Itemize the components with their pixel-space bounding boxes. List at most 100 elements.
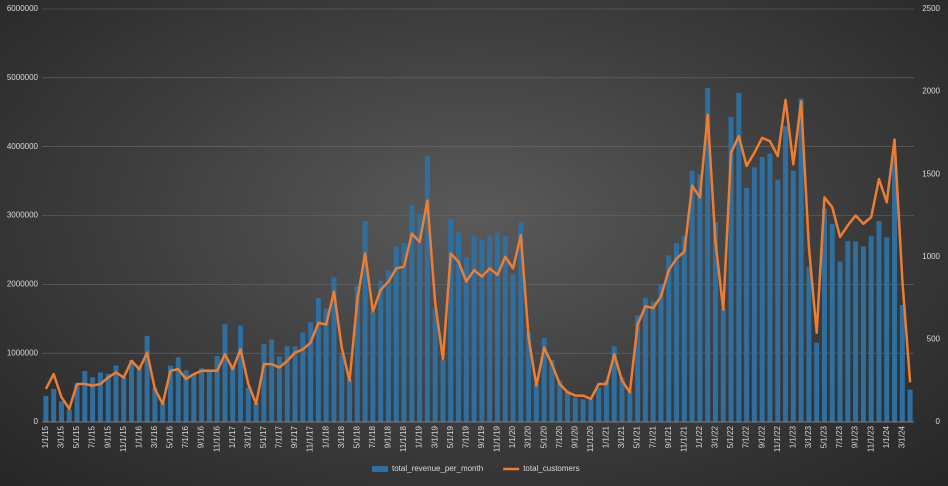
x-tick-label: 11/1/19 [493,425,502,452]
x-tick-label: 7/1/23 [835,425,844,448]
bar [160,402,166,422]
x-tick-label: 7/1/18 [368,425,377,448]
bar [635,315,641,422]
x-tick-label: 9/1/22 [757,425,766,448]
bar [689,170,695,422]
bar [502,236,508,422]
x-tick-label: 3/1/22 [711,425,720,448]
x-tick-label: 7/1/16 [181,425,190,448]
bar [627,391,633,422]
bar [424,155,430,423]
bar [191,373,197,422]
bar [666,255,672,422]
bar [66,409,72,422]
bar [720,308,726,422]
bar [144,335,150,422]
bar [51,388,57,422]
x-tick-label: 7/1/21 [648,425,657,448]
bar [385,270,391,422]
bar [658,284,664,422]
bar [440,360,446,422]
y-tick-label: 3000000 [7,211,39,220]
x-tick-label: 3/1/18 [337,425,346,448]
line [44,98,912,411]
bar [907,389,913,422]
x-tick-label: 1/1/20 [508,425,517,448]
bar [222,324,228,422]
bar [74,383,80,422]
bar [837,261,843,422]
x-tick-label: 11/1/22 [773,425,782,452]
bar [821,208,827,422]
bar [323,308,329,422]
x-tick-label: 1/1/15 [41,425,50,448]
y-tick-label: 5000000 [7,73,39,82]
y2-tick-label: 500 [927,335,941,344]
x-tick-label: 5/1/18 [352,425,361,448]
bar [175,357,181,422]
x-tick-label: 1/1/23 [788,425,797,448]
x-tick-label: 5/1/15 [72,425,81,448]
y-tick-label: 4000000 [7,142,39,151]
bar [712,222,718,422]
bar [393,246,399,422]
y-tick-label: 0 [34,417,39,426]
x-tick-label: 7/1/20 [555,425,564,448]
bar [152,387,158,422]
bar [362,221,368,422]
bar [409,205,415,422]
bar [541,338,547,422]
bar [603,380,609,422]
x-tick-label: 5/1/23 [820,425,829,448]
bar [705,88,711,423]
bar [759,156,765,422]
bar [596,387,602,422]
bar [354,285,360,422]
x-tick-label: 11/1/17 [306,425,315,452]
y2-tick-label: 2500 [922,4,940,13]
x-tick-label: 9/1/15 [103,425,112,448]
bar [214,355,220,422]
bar [549,360,555,422]
bar [557,380,563,422]
bar [853,241,859,422]
x-tick-label: 1/1/17 [228,425,237,448]
bar [845,240,851,422]
x-tick-label: 1/1/18 [321,425,330,448]
x-tick-label: 9/1/20 [570,425,579,448]
bar [736,92,742,422]
bar [860,246,866,422]
bar [238,325,244,422]
bar [588,399,594,422]
y2-tick-label: 1500 [922,169,940,178]
bar [253,402,259,422]
bar [308,322,314,422]
x-tick-label: 5/1/22 [726,425,735,448]
bar [487,236,493,422]
bar [790,170,796,422]
bar [230,366,236,422]
bar [167,365,173,422]
x-tick-label: 11/1/23 [866,425,875,452]
bar [899,304,905,422]
bar [113,365,119,422]
x-tick-label: 7/1/19 [461,425,470,448]
bar [674,243,680,422]
x-tick-label: 11/1/15 [119,425,128,452]
x-tick-label: 1/1/16 [134,425,143,448]
bar [518,222,524,422]
bar [448,218,454,422]
bar [401,243,407,422]
bar [611,346,617,422]
x-tick-label: 3/1/21 [617,425,626,448]
x-tick-label: 5/1/16 [166,425,175,448]
bar [806,267,812,422]
x-tick-label: 3/1/16 [150,425,159,448]
bar [697,174,703,422]
bar [868,236,874,422]
bar [892,156,898,422]
x-tick-label: 5/1/21 [633,425,642,448]
x-tick-label: 1/1/21 [602,425,611,448]
